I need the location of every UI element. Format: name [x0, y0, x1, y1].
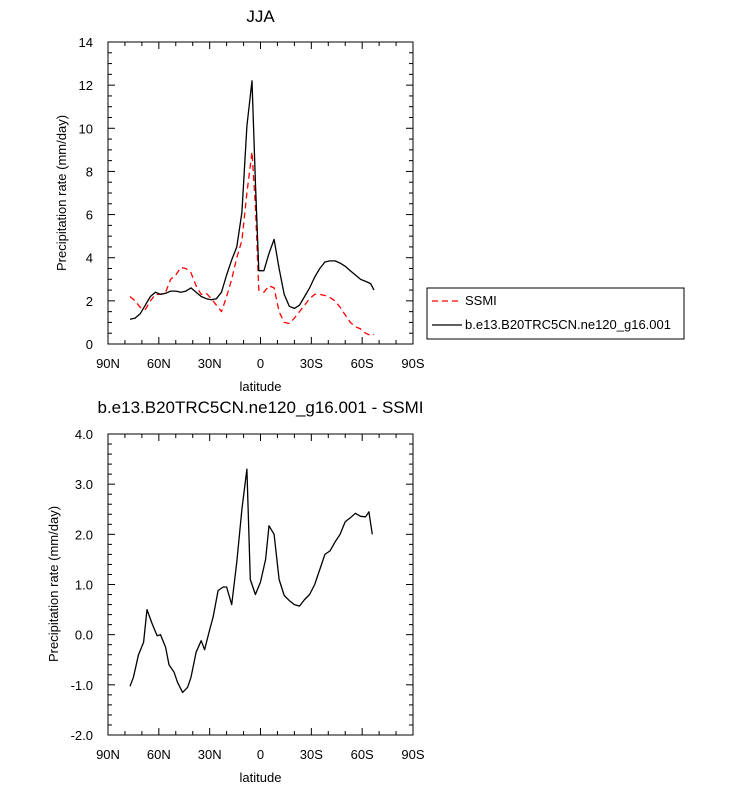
series-line-ssmi	[129, 151, 375, 337]
y-tick-label: 12	[79, 78, 93, 93]
y-tick-label: 14	[79, 35, 93, 50]
y-tick-label: 1.0	[75, 578, 93, 593]
series-line-b-e13-b20trc5cn-ne120-g16-001	[129, 80, 375, 320]
legend-label-model: b.e13.B20TRC5CN.ne120_g16.001	[465, 317, 671, 332]
x-tick-label: 60N	[147, 747, 171, 762]
x-tick-label: 90S	[401, 747, 424, 762]
axes-ticks	[107, 433, 414, 736]
legend: SSMI b.e13.B20TRC5CN.ne120_g16.001	[426, 287, 685, 340]
legend-box	[426, 287, 685, 340]
series-line-difference	[129, 468, 373, 694]
y-tick-label: 0.0	[75, 628, 93, 643]
x-tick-labels: 90N 60N 30N 0 30S 60S 90S	[96, 356, 425, 371]
x-tick-label: 90N	[96, 747, 120, 762]
plot-frame	[107, 41, 414, 345]
y-tick-label: 2	[86, 294, 93, 309]
axes-ticks	[107, 41, 414, 345]
y-axis-label: Precipitation rate (mm/day)	[54, 115, 69, 271]
x-tick-label: 90S	[401, 356, 424, 371]
y-tick-label: -2.0	[71, 728, 93, 743]
x-tick-label: 30N	[198, 356, 222, 371]
x-tick-label: 30S	[300, 747, 323, 762]
x-tick-label: 30S	[300, 356, 323, 371]
y-tick-label: 2.0	[75, 527, 93, 542]
y-tick-label: 8	[86, 164, 93, 179]
x-tick-label: 90N	[96, 356, 120, 371]
x-axis-label: latitude	[240, 770, 282, 785]
y-tick-label: 10	[79, 121, 93, 136]
y-tick-label: 3.0	[75, 477, 93, 492]
y-tick-label: -1.0	[71, 678, 93, 693]
y-tick-label: 4.0	[75, 427, 93, 442]
x-tick-label: 60S	[351, 356, 374, 371]
x-tick-label: 0	[257, 747, 264, 762]
mean-precip-chart: JJA 0 2 4 6 8 10 12 14 90N 60N 30N 0 30S 60S 90S lati…	[54, 7, 685, 394]
y-tick-label: 6	[86, 208, 93, 223]
y-tick-label: 4	[86, 251, 93, 266]
x-tick-labels: 90N 60N 30N 0 30S 60S 90S	[96, 747, 425, 762]
x-tick-label: 60S	[351, 747, 374, 762]
x-tick-label: 30N	[198, 747, 222, 762]
x-tick-label: 60N	[147, 356, 171, 371]
series-lines	[129, 468, 373, 694]
y-tick-labels: -2.0 -1.0 0.0 1.0 2.0 3.0 4.0	[71, 427, 93, 743]
x-tick-label: 0	[257, 356, 264, 371]
legend-label-ssmi: SSMI	[465, 293, 497, 308]
y-tick-label: 0	[86, 337, 93, 352]
series-lines	[129, 80, 375, 337]
chart-title: b.e13.B20TRC5CN.ne120_g16.001 - SSMI	[97, 398, 423, 417]
y-tick-labels: 0 2 4 6 8 10 12 14	[79, 35, 93, 352]
difference-chart: b.e13.B20TRC5CN.ne120_g16.001 - SSMI -2.…	[46, 398, 425, 785]
x-axis-label: latitude	[240, 379, 282, 394]
y-axis-label: Precipitation rate (mm/day)	[46, 506, 61, 662]
chart-title: JJA	[246, 7, 275, 26]
plot-frame	[107, 433, 414, 736]
